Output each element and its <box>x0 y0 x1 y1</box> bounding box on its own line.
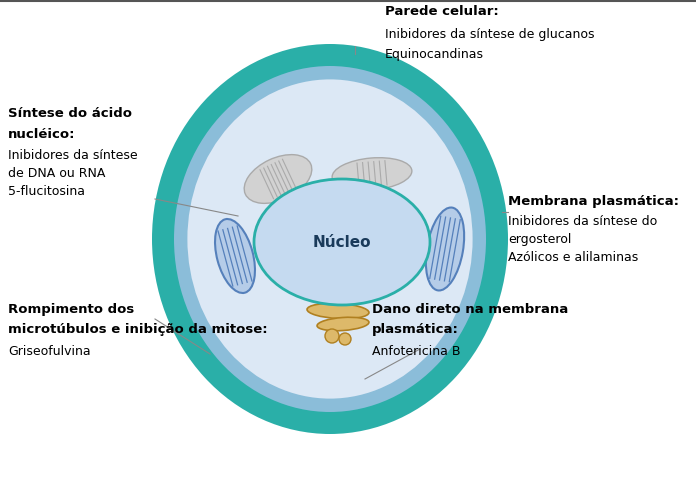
Ellipse shape <box>314 290 374 305</box>
Text: Membrana plasmática:: Membrana plasmática: <box>508 195 679 208</box>
Ellipse shape <box>215 220 255 293</box>
Text: ergosterol: ergosterol <box>508 232 571 245</box>
Ellipse shape <box>339 333 351 345</box>
Text: de DNA ou RNA: de DNA ou RNA <box>8 166 105 180</box>
Text: Griseofulvina: Griseofulvina <box>8 344 90 357</box>
Text: 5-flucitosina: 5-flucitosina <box>8 184 85 197</box>
Ellipse shape <box>426 208 464 291</box>
Text: Equinocandinas: Equinocandinas <box>385 48 484 61</box>
Text: Parede celular:: Parede celular: <box>385 5 499 18</box>
Ellipse shape <box>325 329 339 343</box>
Ellipse shape <box>254 180 430 305</box>
Text: microtúbulos e inibição da mitose:: microtúbulos e inibição da mitose: <box>8 322 268 335</box>
Ellipse shape <box>307 303 369 319</box>
Ellipse shape <box>186 79 474 400</box>
Ellipse shape <box>244 155 312 204</box>
Ellipse shape <box>152 45 508 434</box>
Text: nucléico:: nucléico: <box>8 128 75 141</box>
Text: Rompimento dos: Rompimento dos <box>8 302 134 316</box>
Text: Azólicos e alilaminas: Azólicos e alilaminas <box>508 251 638 263</box>
Text: Inibidores da síntese: Inibidores da síntese <box>8 149 138 162</box>
Text: Dano direto na membrana: Dano direto na membrana <box>372 302 568 316</box>
Text: Síntese do ácido: Síntese do ácido <box>8 107 132 120</box>
Ellipse shape <box>308 276 363 293</box>
Text: Núcleo: Núcleo <box>313 235 371 250</box>
Text: Inibidores da síntese de glucanos: Inibidores da síntese de glucanos <box>385 28 594 41</box>
Text: Anfotericina B: Anfotericina B <box>372 344 461 357</box>
Text: Inibidores da síntese do: Inibidores da síntese do <box>508 214 657 227</box>
Ellipse shape <box>317 318 369 331</box>
Text: plasmática:: plasmática: <box>372 322 459 335</box>
Ellipse shape <box>332 158 412 191</box>
Ellipse shape <box>174 67 486 412</box>
